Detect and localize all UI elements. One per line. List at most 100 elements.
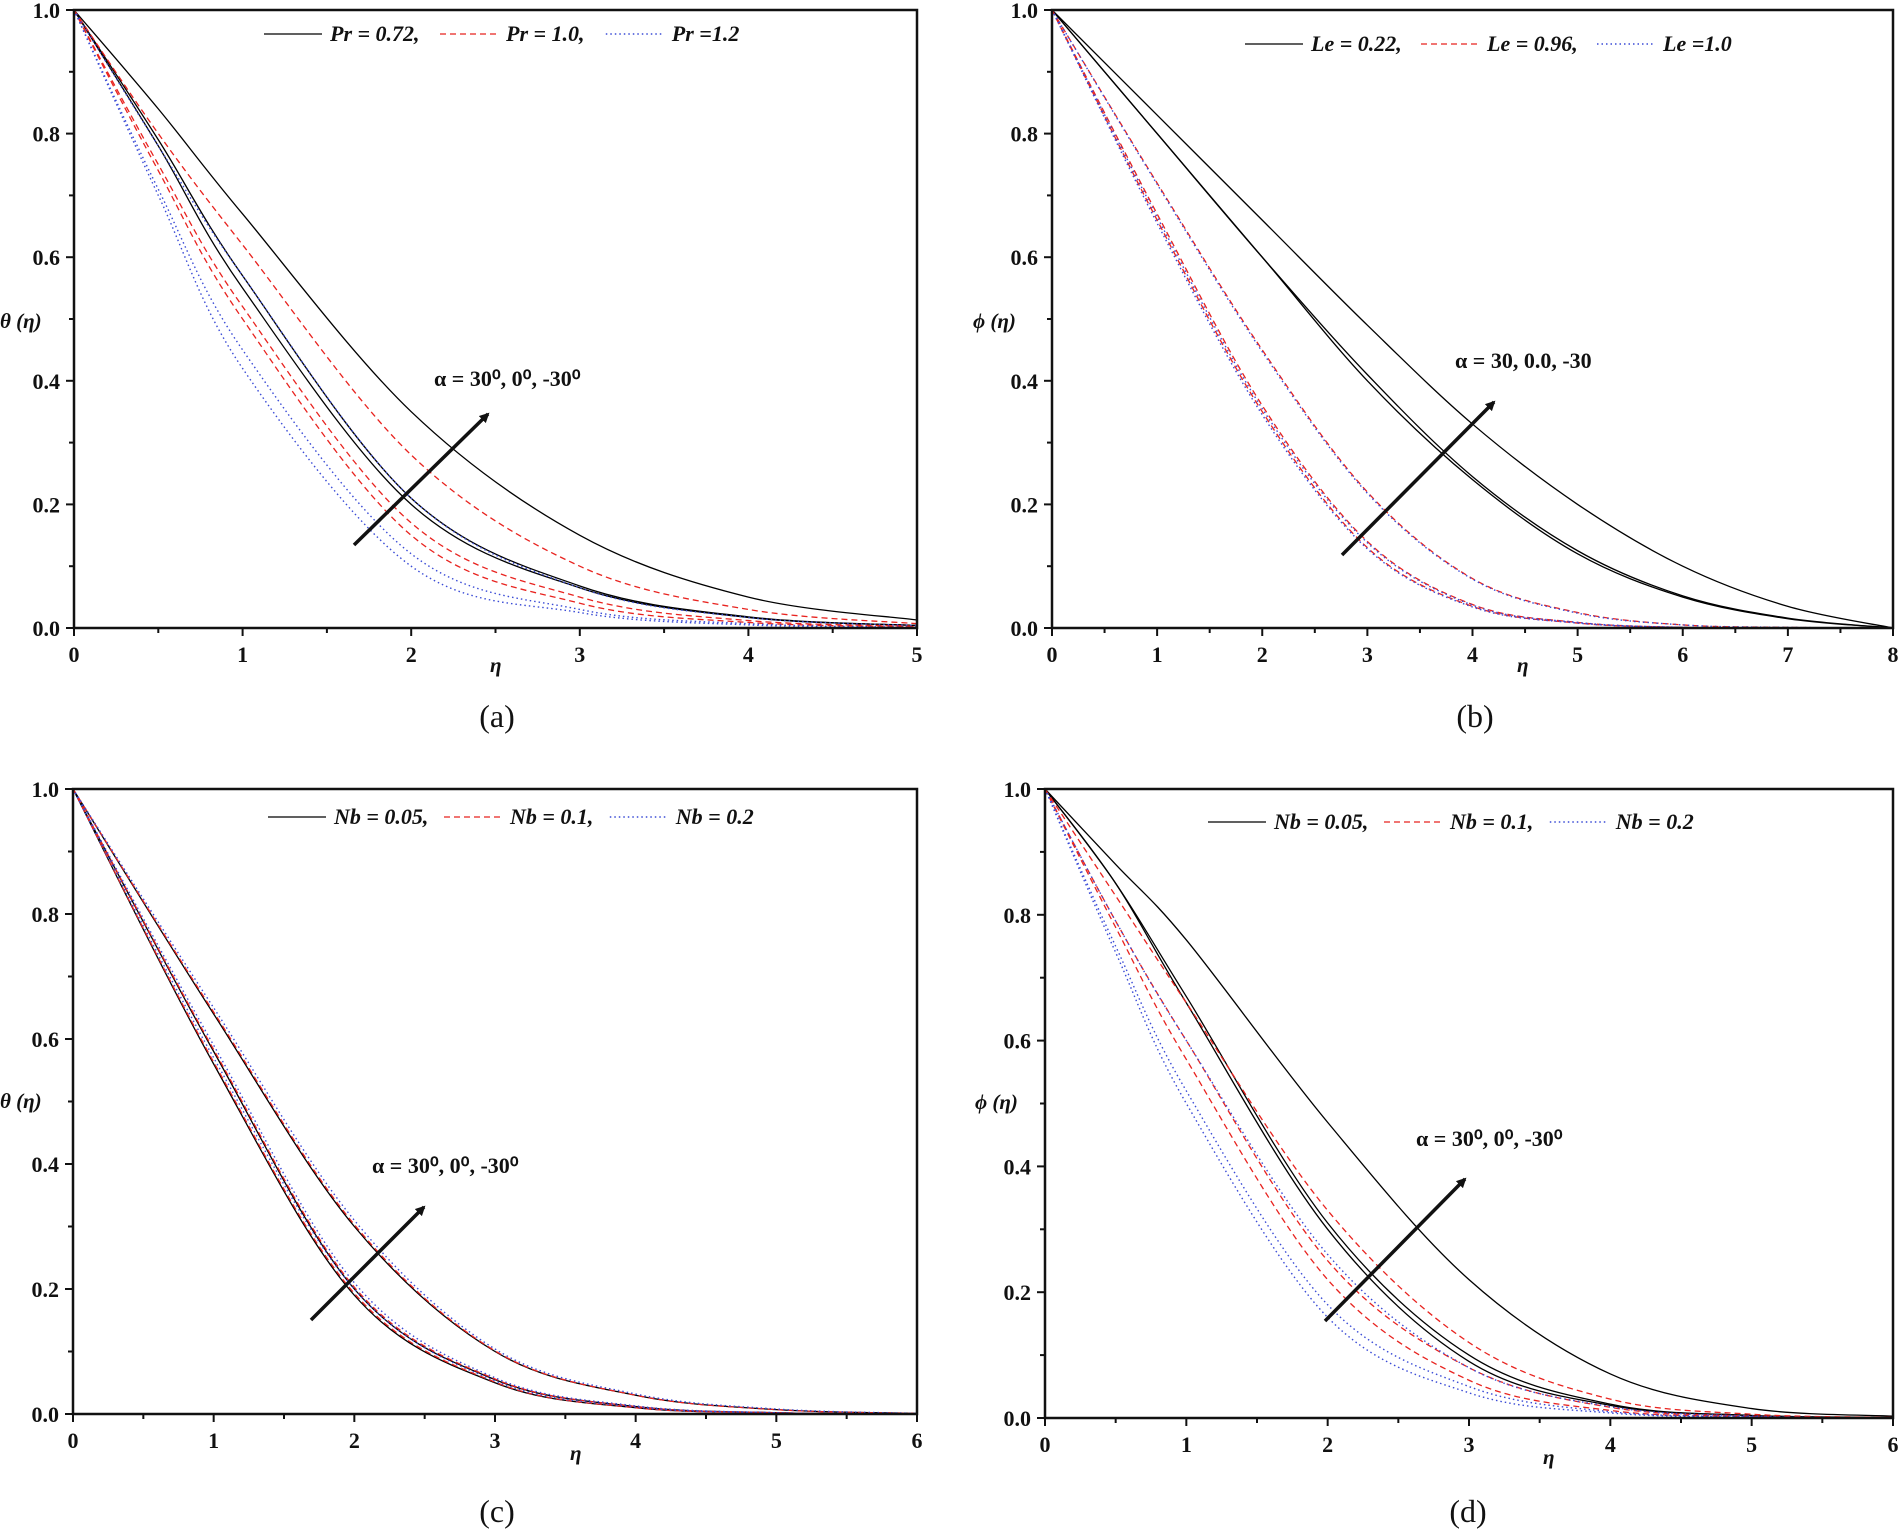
x-tick-label: 0: [1040, 1432, 1051, 1457]
panel-c: 0 1 2 3 4 5 6 0.0 0.2 0.4 0.6 0.8 1.0 η θ (η) Nb = 0.05…: [0, 777, 923, 1529]
series-line: [72, 788, 918, 1415]
legend-label: Nb = 0.05,: [333, 804, 428, 829]
trend-arrow: [309, 1205, 426, 1322]
series-line: [1051, 9, 1894, 629]
x-tick-label: 5: [1746, 1432, 1757, 1457]
x-tick-label: 0: [1047, 642, 1058, 667]
series-line: [1044, 788, 1894, 1419]
legend-label: Nb = 0.2: [1615, 809, 1694, 834]
x-axis-label: η: [1543, 1445, 1555, 1469]
legend-label: Nb = 0.1,: [1449, 809, 1533, 834]
y-tick-label: 0.6: [1004, 1029, 1032, 1054]
y-tick-label: 1.0: [1011, 0, 1039, 23]
x-tick-label: 5: [912, 642, 923, 667]
legend-label: Le = 0.22,: [1310, 31, 1402, 56]
x-tick-label: 4: [1605, 1432, 1616, 1457]
y-axis-label: ϕ (η): [973, 309, 1016, 333]
series-line: [72, 788, 918, 1415]
series-line: [73, 9, 918, 627]
y-tick-label: 0.6: [1011, 245, 1039, 270]
panel-a: 0 1 2 3 4 5 0.0 0.2 0.4 0.6 0.8 1.0 η θ (η) Pr = 0.72,…: [0, 0, 923, 734]
series-line: [1051, 9, 1894, 629]
legend-label: Pr =1.2: [671, 21, 740, 46]
trend-arrow: [352, 412, 490, 547]
series-line: [72, 788, 918, 1415]
series-line: [73, 9, 918, 627]
trend-arrow: [1340, 400, 1496, 557]
y-tick-label: 1.0: [33, 0, 61, 23]
alpha-annotation: α = 30⁰, 0⁰, -30⁰: [434, 366, 581, 391]
series-line: [72, 788, 918, 1415]
x-tick-label: 1: [237, 642, 248, 667]
series-line: [73, 9, 918, 628]
series-line: [73, 9, 918, 629]
series-line: [1051, 9, 1894, 629]
series-line: [1051, 9, 1894, 629]
x-tick-label: 6: [1677, 642, 1688, 667]
y-tick-label: 1.0: [1004, 777, 1032, 802]
legend-label: Pr = 1.0,: [505, 21, 585, 46]
series-line: [72, 788, 918, 1415]
x-tick-label: 4: [630, 1428, 641, 1453]
panel-caption: (b): [1456, 698, 1493, 734]
series-line: [73, 9, 918, 625]
x-tick-label: 8: [1888, 642, 1899, 667]
panel-b: 0 1 2 3 4 5 6 7 8 0.0 0.2 0.4 0.6 0.8 1.0 η ϕ (η) Le = 0.…: [973, 0, 1899, 734]
series-line: [73, 9, 918, 627]
y-tick-label: 0.8: [32, 902, 60, 927]
y-tick-label: 0.4: [32, 1152, 60, 1177]
series-line: [73, 9, 918, 621]
alpha-annotation: α = 30, 0.0, -30: [1455, 348, 1592, 373]
series-line: [1051, 9, 1894, 629]
y-tick-label: 0.0: [1011, 616, 1039, 641]
series-line: [1044, 788, 1894, 1419]
series-line: [1051, 9, 1894, 629]
series-line: [1051, 9, 1894, 629]
x-tick-label: 5: [771, 1428, 782, 1453]
y-tick-label: 0.0: [1004, 1406, 1032, 1431]
y-tick-label: 0.8: [1004, 903, 1032, 928]
series-line: [1044, 788, 1894, 1417]
x-tick-label: 3: [1362, 642, 1373, 667]
series-line: [1044, 788, 1894, 1419]
y-tick-label: 0.6: [32, 1027, 60, 1052]
legend-label: Nb = 0.2: [675, 804, 754, 829]
y-tick-label: 0.8: [1011, 122, 1039, 147]
panel-caption: (c): [479, 1493, 515, 1529]
legend-label: Le = 0.96,: [1486, 31, 1578, 56]
alpha-annotation: α = 30⁰, 0⁰, -30⁰: [1416, 1126, 1563, 1151]
x-tick-label: 2: [349, 1428, 360, 1453]
x-tick-label: 3: [490, 1428, 501, 1453]
plot-frame: [1050, 8, 1895, 630]
series-line: [1044, 788, 1894, 1419]
y-tick-label: 0.0: [33, 616, 61, 641]
x-tick-label: 3: [574, 642, 585, 667]
y-tick-label: 1.0: [32, 777, 60, 802]
x-tick-label: 3: [1464, 1432, 1475, 1457]
series-line: [72, 788, 918, 1415]
x-tick-label: 2: [1322, 1432, 1333, 1457]
series-line: [1044, 788, 1894, 1419]
series-line: [1044, 788, 1894, 1419]
y-tick-label: 0.6: [33, 245, 61, 270]
x-tick-label: 0: [68, 1428, 79, 1453]
alpha-annotation: α = 30⁰, 0⁰, -30⁰: [372, 1153, 519, 1178]
x-tick-label: 6: [1888, 1432, 1899, 1457]
series-line: [72, 788, 918, 1415]
x-tick-label: 7: [1782, 642, 1793, 667]
y-axis-label: θ (η): [0, 1089, 42, 1113]
legend-label: Nb = 0.05,: [1273, 809, 1368, 834]
panel-caption: (d): [1449, 1493, 1486, 1529]
y-tick-label: 0.2: [1004, 1280, 1032, 1305]
y-axis-label: θ (η): [0, 309, 42, 333]
trend-arrow: [1323, 1177, 1467, 1323]
series-line: [72, 788, 918, 1415]
y-tick-label: 0.2: [1011, 492, 1039, 517]
series-line: [1051, 9, 1894, 629]
panel-caption: (a): [479, 698, 515, 734]
series-line: [1051, 9, 1894, 629]
plot-frame: [1043, 787, 1895, 1420]
y-tick-label: 0.4: [1011, 369, 1039, 394]
y-tick-label: 0.8: [33, 122, 61, 147]
